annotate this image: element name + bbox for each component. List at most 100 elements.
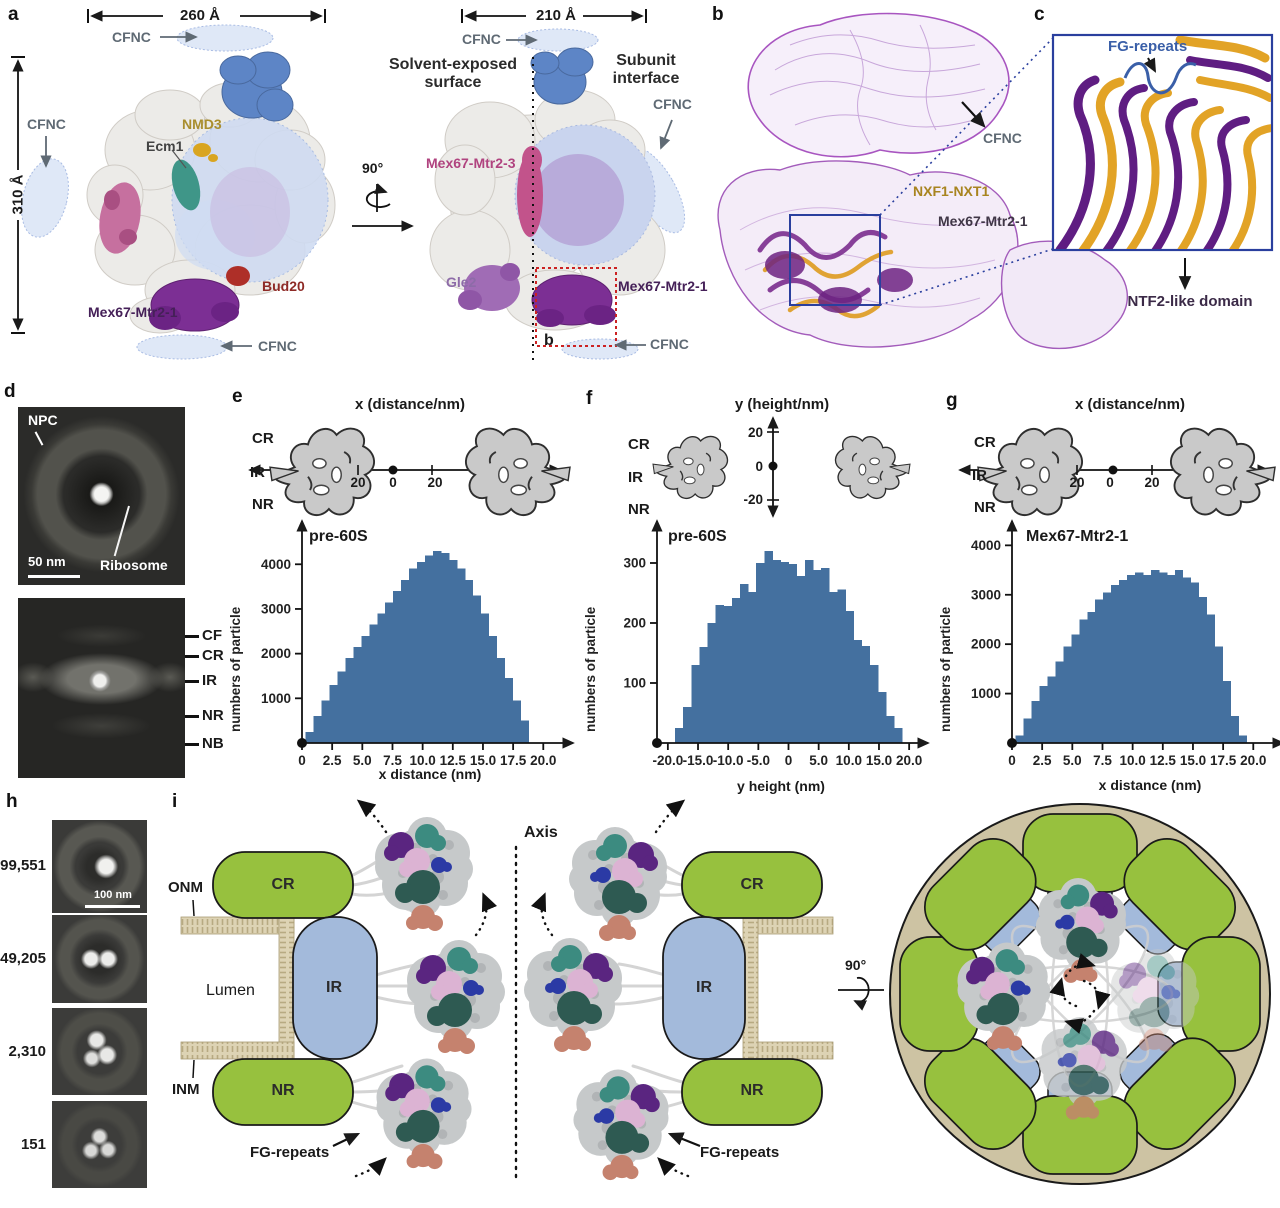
- cr-label-g: CR: [974, 434, 996, 451]
- npc-em-side-view: [18, 598, 185, 778]
- g-xlabel: x distance (nm): [1098, 777, 1202, 793]
- subunit-interface-label: Subunit interface: [612, 52, 680, 88]
- cf-tick: [185, 635, 199, 638]
- e-tick-left: 20: [350, 475, 366, 490]
- f-chart-title: pre-60S: [668, 528, 727, 545]
- histogram-pre60s-x: 1000 2000 3000 4000 0 2.5 5.0 7.5 10.0 12.5 15.0 17…: [261, 519, 575, 768]
- e-tick-zero: 0: [389, 475, 397, 490]
- ecm1-label: Ecm1: [146, 138, 184, 154]
- dim-260: 260 Å: [168, 7, 232, 24]
- fg-repeats-label-left: FG-repeats: [250, 1144, 330, 1161]
- svg-text:7.5: 7.5: [383, 753, 402, 768]
- cf-label: CF: [202, 627, 222, 644]
- g-tick-left: 20: [1069, 475, 1085, 490]
- f-tick-bottom: -20: [743, 492, 763, 507]
- motion-arrows: [354, 799, 1111, 1178]
- g-axis-title: x (distance/nm): [1074, 396, 1186, 413]
- nb-tick: [185, 743, 199, 746]
- f-tick-zero: 0: [755, 459, 763, 474]
- cfnc-label-b: CFNC: [983, 130, 1022, 146]
- bars: [305, 550, 529, 743]
- svg-text:2.5: 2.5: [1033, 753, 1052, 768]
- e-ylabel: numbers of particle: [228, 606, 243, 732]
- axes: 100 200 300 -20.0 -15.0 -10.0 -5.0 0 5.0 10.0 15.0…: [623, 519, 930, 768]
- svg-text:20.0: 20.0: [1240, 753, 1266, 768]
- mex67-mtr2-1-label-b: Mex67-Mtr2-1: [938, 213, 1028, 229]
- panel-f-letter: f: [586, 388, 593, 409]
- rotation-90-label-i: 90°: [845, 957, 867, 973]
- class-count-1: 99,551: [0, 857, 46, 874]
- g-tick-right: 20: [1144, 475, 1160, 490]
- panel-i-scene: [180, 799, 1271, 1185]
- cfnc-label-top-left: CFNC: [112, 29, 151, 45]
- nr-label-i-left: NR: [271, 1082, 295, 1099]
- scale-50nm-label: 50 nm: [28, 554, 66, 569]
- svg-text:2000: 2000: [971, 637, 1001, 652]
- cr-label-d: CR: [202, 647, 224, 664]
- f-xlabel: y height (nm): [737, 778, 825, 794]
- svg-text:0: 0: [785, 753, 793, 768]
- svg-text:12.5: 12.5: [1150, 753, 1177, 768]
- bars: [675, 551, 903, 743]
- svg-text:5.0: 5.0: [809, 753, 828, 768]
- histogram-mex67: 1000 2000 3000 4000 0 2.5 5.0 7.5 10.0 12.5 15.0 17…: [971, 519, 1280, 768]
- nuclear-envelope: [180, 916, 834, 1061]
- e-axis-title: x (distance/nm): [354, 396, 466, 413]
- svg-text:7.5: 7.5: [1093, 753, 1112, 768]
- svg-text:17.5: 17.5: [1210, 753, 1237, 768]
- e-xlabel: x distance (nm): [378, 766, 482, 782]
- panel-c-letter: c: [1034, 4, 1045, 25]
- ir-tick: [185, 680, 199, 683]
- nr-label-i-right: NR: [740, 1082, 764, 1099]
- svg-text:1000: 1000: [261, 691, 291, 706]
- svg-text:300: 300: [623, 556, 646, 571]
- cfnc-label-side-left: CFNC: [27, 116, 66, 132]
- ntf2-ribbons: [1055, 36, 1271, 249]
- svg-text:15.0: 15.0: [866, 753, 892, 768]
- cfnc-label-bottom-right: CFNC: [650, 336, 689, 352]
- svg-text:100: 100: [623, 676, 646, 691]
- ribosome-label: Ribosome: [100, 557, 168, 573]
- cfnc-label-right: CFNC: [653, 96, 692, 112]
- npc-top-view: [889, 803, 1271, 1185]
- svg-text:10.0: 10.0: [410, 753, 436, 768]
- dim-310: 310 Å: [9, 174, 27, 215]
- nr-label-d: NR: [202, 707, 224, 724]
- svg-text:-10.0: -10.0: [713, 753, 744, 768]
- nb-label-d: NB: [202, 735, 224, 752]
- solvent-exposed-label: Solvent-exposed surface: [388, 56, 518, 92]
- cfnc-label-top-right: CFNC: [462, 31, 501, 47]
- svg-text:3000: 3000: [261, 601, 291, 616]
- e-chart-title: pre-60S: [309, 528, 368, 545]
- class-average-4: [52, 1101, 147, 1188]
- svg-text:3000: 3000: [971, 587, 1001, 602]
- pre60s-map-side: [21, 24, 336, 360]
- cfnc-label-bottom-left: CFNC: [258, 338, 297, 354]
- f-tick-top: 20: [747, 425, 763, 440]
- onm-label: ONM: [168, 879, 203, 896]
- panel-b-letter: b: [712, 4, 724, 25]
- ntf2-domain-label: NTF2-like domain: [1127, 293, 1253, 310]
- ir-label-e: IR: [250, 464, 265, 481]
- cr-label-i-left: CR: [271, 876, 295, 893]
- pre60s-map-front: [429, 28, 686, 362]
- panel-b-scene: [717, 12, 1129, 350]
- panel-f-cartoon: [652, 416, 911, 518]
- mex67-mtr2-3-label: Mex67-Mtr2-3: [426, 155, 516, 171]
- panel-g-cartoon: [958, 427, 1276, 517]
- scale-100nm-label: 100 nm: [94, 889, 132, 901]
- b-box-ref: b: [544, 332, 554, 349]
- cr-label-i-right: CR: [740, 876, 764, 893]
- class-count-4: 151: [20, 1136, 46, 1153]
- svg-text:1000: 1000: [971, 686, 1001, 701]
- class-average-2: [52, 915, 147, 1003]
- svg-text:15.0: 15.0: [470, 753, 496, 768]
- ir-label-f: IR: [628, 469, 643, 486]
- mex67-mtr2-1-label-right: Mex67-Mtr2-1: [618, 278, 708, 294]
- f-ylabel: numbers of particle: [583, 606, 598, 732]
- ir-label-i-left: IR: [326, 979, 342, 996]
- g-ylabel: numbers of particle: [938, 606, 953, 732]
- ribosome-particles: [375, 817, 1200, 1181]
- svg-text:20.0: 20.0: [896, 753, 922, 768]
- svg-text:20.0: 20.0: [530, 753, 556, 768]
